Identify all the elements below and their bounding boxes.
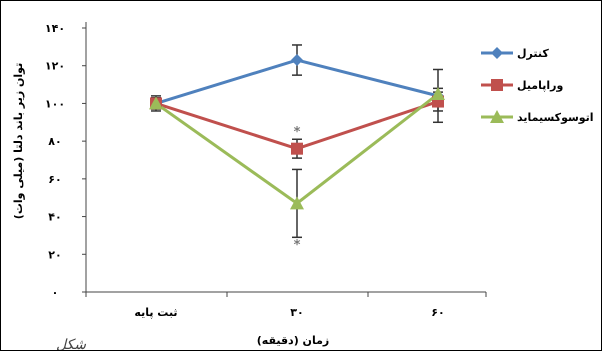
corner-mark: شکل bbox=[56, 337, 86, 350]
x-axis-label: زمان (دقیقه) bbox=[257, 334, 329, 347]
x-tick-label: ۳۰ bbox=[290, 306, 303, 319]
significance-asterisk: * bbox=[294, 238, 301, 253]
x-tick-label: ثبت پایه bbox=[134, 306, 177, 319]
data-point-series-2 bbox=[149, 96, 163, 110]
y-tick-label: ۸۰ bbox=[48, 135, 61, 148]
y-tick-label: ۶۰ bbox=[48, 173, 61, 186]
significance-asterisk: * bbox=[294, 125, 301, 140]
y-tick-label: ۰ bbox=[52, 286, 59, 299]
data-point-series-2 bbox=[431, 87, 445, 100]
x-tick-label: ۶۰ bbox=[431, 306, 444, 319]
data-point-series-2 bbox=[290, 196, 304, 210]
y-tick-label: ۱۲۰ bbox=[45, 60, 65, 73]
legend-label-0: کنترل bbox=[517, 47, 549, 60]
legend-marker-1 bbox=[491, 79, 503, 91]
legend-marker-2 bbox=[490, 110, 504, 123]
legend-marker-0 bbox=[491, 47, 503, 59]
data-point-series-0 bbox=[291, 54, 303, 67]
legend-label-1: وراپامیل bbox=[517, 79, 563, 92]
y-tick-label: ۴۰ bbox=[48, 211, 61, 224]
y-tick-label: ۲۰ bbox=[48, 248, 61, 261]
legend-label-2: اتوسوکسیماید bbox=[517, 111, 594, 124]
y-tick-label: ۱۴۰ bbox=[45, 22, 65, 35]
data-point-series-1 bbox=[291, 142, 303, 155]
y-axis-label: توان زیر باند دلتا (میلی وات) bbox=[12, 63, 25, 219]
y-tick-label: ۱۰۰ bbox=[45, 97, 65, 110]
